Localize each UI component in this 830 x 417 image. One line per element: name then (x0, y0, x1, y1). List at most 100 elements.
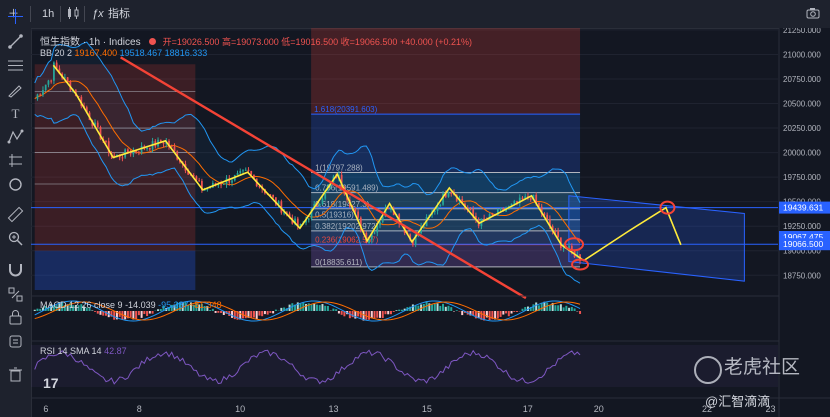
camera-icon[interactable] (806, 6, 820, 22)
candle-body (373, 232, 376, 234)
candle-body (50, 80, 53, 82)
candle-body (63, 77, 66, 79)
crosshair-icon[interactable] (7, 8, 24, 25)
macd-hist-bar (392, 311, 395, 312)
macd-hist-bar (373, 311, 376, 319)
macd-hist-bar (102, 311, 105, 316)
candle-body (85, 107, 88, 113)
macd-hist-bar (365, 311, 368, 320)
macd-hist-bar (400, 309, 403, 311)
macd-hist-bar (80, 304, 83, 311)
macd-hist-bar (258, 311, 261, 316)
ohlc-close: 收=19066.500 (340, 37, 398, 47)
price-tick: 20500.000 (783, 100, 821, 109)
price-tick: 21000.000 (783, 50, 821, 59)
candle-body (277, 201, 280, 205)
macd-hist-bar (461, 311, 464, 316)
interval-button[interactable]: 1h (42, 8, 55, 20)
macd-hist-bar (417, 305, 420, 311)
candle-body (543, 213, 546, 215)
plus-icon[interactable]: ＋ (8, 8, 19, 20)
text-icon[interactable]: T (11, 106, 20, 121)
macd-hist-bar (113, 311, 116, 320)
candle-body (546, 214, 549, 220)
credit-text: @汇智滴滴 (705, 394, 771, 409)
macd-hist-bar (340, 311, 343, 315)
reset-icon[interactable] (7, 176, 24, 193)
candle-body (296, 218, 299, 227)
candle-body (510, 203, 513, 206)
macd-hist-bar (94, 311, 97, 312)
macd-hist-bar (157, 309, 160, 311)
lock-draw-icon[interactable] (7, 286, 24, 303)
eye-icon[interactable] (7, 333, 24, 350)
lock-icon[interactable] (7, 309, 24, 326)
macd-hist-bar (524, 306, 527, 311)
trend-line-icon[interactable] (7, 33, 24, 50)
candle-body (272, 194, 275, 198)
candle-body (280, 201, 283, 213)
macd-hist-bar (217, 311, 220, 313)
status-dot-icon (149, 38, 157, 45)
macd-hist-bar (307, 303, 310, 311)
macd-hist-bar (294, 304, 297, 311)
candle-body (77, 96, 80, 98)
candle-body (324, 189, 327, 199)
candle-body (557, 231, 560, 238)
top-toolbar: ＋ 1h ƒx 指标 (0, 0, 830, 29)
macd-hist-bar (236, 311, 239, 320)
candle-body (242, 170, 244, 172)
magnet-icon[interactable] (7, 261, 24, 278)
macd-hist-bar (146, 311, 149, 317)
candle-body (222, 183, 225, 185)
macd-hist-bar (39, 308, 42, 311)
time-tick: 23 (766, 404, 776, 414)
candle-body (318, 203, 321, 206)
macd-hist-bar (266, 311, 269, 315)
pattern-icon[interactable] (7, 128, 24, 145)
macd-hist-bar (313, 303, 316, 311)
candles-icon[interactable] (66, 6, 80, 22)
price-chart[interactable]: 1.618(20391.603) 1(19797.288) 0.786(19591.… (31, 28, 830, 417)
candle-body (231, 180, 233, 183)
fib-icon[interactable] (7, 57, 24, 74)
time-tick: 17 (523, 404, 533, 414)
candle-body (524, 196, 527, 200)
candle-body (455, 195, 458, 201)
candle-body (96, 122, 99, 128)
macd-hist-bar (310, 304, 313, 311)
indicators-button[interactable]: 指标 (108, 8, 130, 20)
prediction-icon[interactable] (7, 152, 24, 169)
candle-body (42, 90, 44, 95)
ruler-icon[interactable] (7, 206, 24, 223)
drawing-toolbar: T (0, 9, 32, 417)
candle-body (127, 149, 129, 154)
macd-hist-bar (458, 311, 461, 312)
trash-icon[interactable] (7, 366, 24, 383)
brush-icon[interactable] (7, 81, 24, 98)
time-tick: 22 (702, 404, 712, 414)
macd-hist-bar (398, 309, 401, 311)
macd-hist-bar (510, 311, 513, 314)
fx-icon[interactable]: ƒx (92, 8, 104, 20)
candle-body (359, 217, 362, 230)
macd-hist-bar (420, 304, 423, 311)
macd-hist-bar (439, 305, 442, 311)
macd-hist-bar (370, 311, 373, 319)
macd-hist-bar (88, 307, 91, 311)
candle-body (549, 219, 551, 226)
trend-line (120, 56, 527, 300)
zoom-icon[interactable] (7, 230, 24, 247)
candle-body (321, 198, 324, 204)
macd-hist-bar (436, 303, 439, 311)
candle-body (354, 208, 357, 212)
candle-body (269, 194, 272, 196)
candle-body (283, 212, 285, 214)
candle-body (370, 233, 373, 240)
candle-body (36, 94, 39, 99)
candle-body (220, 184, 222, 186)
candle-body (44, 84, 47, 91)
macd-hist-bar (69, 302, 72, 311)
macd-hist-bar (91, 310, 94, 311)
fib-band (311, 244, 581, 267)
